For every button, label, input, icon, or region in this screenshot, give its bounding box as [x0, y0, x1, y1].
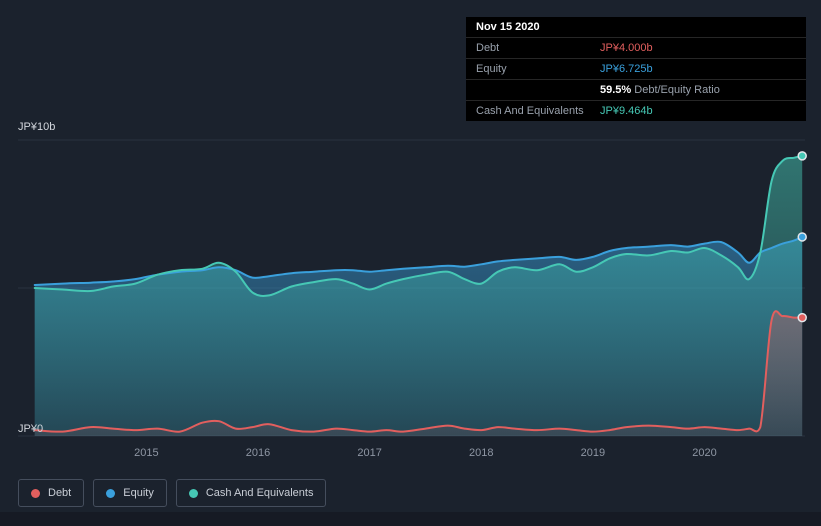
debt-series-dot-icon [31, 488, 40, 498]
cash-series-dot-icon [188, 488, 198, 498]
legend-label-equity: Equity [123, 487, 154, 499]
svg-text:2016: 2016 [246, 447, 270, 459]
chart-tooltip: Nov 15 2020 Debt JP¥4.000b Equity JP¥6.7… [466, 17, 806, 121]
tooltip-cash-row: Cash And Equivalents JP¥9.464b [466, 100, 806, 121]
tooltip-debt-label: Debt [476, 42, 500, 54]
bottom-strip [0, 512, 821, 526]
legend-label-cash: Cash And Equivalents [205, 487, 314, 499]
svg-text:2015: 2015 [134, 447, 158, 459]
tooltip-header: Nov 15 2020 [466, 17, 806, 37]
tooltip-equity-value: JP¥6.725b [600, 63, 653, 75]
tooltip-cash-label: Cash And Equivalents [476, 105, 584, 117]
svg-text:2018: 2018 [469, 447, 493, 459]
legend-item-debt[interactable]: Debt [18, 479, 85, 507]
y-axis-label-top: JP¥10b [18, 121, 56, 133]
legend-item-equity[interactable]: Equity [93, 479, 167, 507]
equity-series-dot-icon [106, 488, 116, 498]
legend-label-debt: Debt [48, 487, 72, 499]
tooltip-equity-row: Equity JP¥6.725b [466, 58, 806, 79]
svg-text:2017: 2017 [357, 447, 381, 459]
svg-text:2020: 2020 [692, 447, 716, 459]
chart-legend: Debt Equity Cash And Equivalents [18, 479, 327, 507]
tooltip-cash-value: JP¥9.464b [600, 105, 653, 117]
y-axis-label-bottom: JP¥0 [18, 423, 44, 435]
tooltip-equity-label: Equity [476, 63, 507, 75]
tooltip-debt-value: JP¥4.000b [600, 42, 653, 54]
legend-item-cash[interactable]: Cash And Equivalents [175, 479, 327, 507]
tooltip-ratio-value: 59.5% [600, 84, 632, 96]
tooltip-ratio-row: 59.5% Debt/Equity Ratio [466, 79, 806, 100]
tooltip-date: Nov 15 2020 [476, 21, 540, 33]
tooltip-debt-row: Debt JP¥4.000b [466, 37, 806, 58]
tooltip-ratio-value-group: 59.5% Debt/Equity Ratio [600, 84, 720, 96]
svg-text:2019: 2019 [581, 447, 605, 459]
tooltip-ratio-label: Debt/Equity Ratio [634, 84, 720, 96]
